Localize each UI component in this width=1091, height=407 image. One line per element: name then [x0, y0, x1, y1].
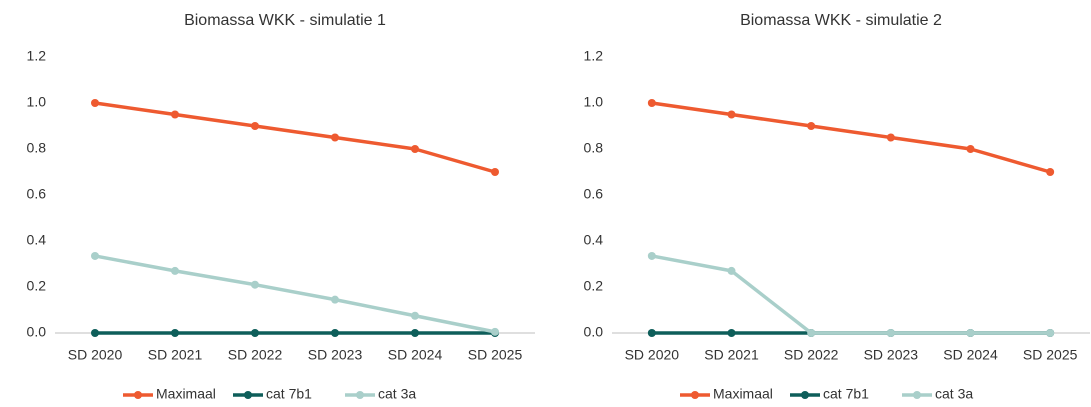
marker [727, 266, 736, 275]
legend-label: cat 7b1 [823, 386, 869, 402]
x-tick-label: SD 2021 [148, 347, 203, 363]
x-tick-label: SD 2023 [308, 347, 363, 363]
legend-marker [691, 391, 699, 399]
marker [886, 133, 895, 142]
marker [647, 251, 656, 260]
y-tick-label: 0.6 [27, 186, 47, 202]
marker [807, 329, 816, 337]
y-tick-label: 0.8 [584, 140, 604, 156]
x-tick-label: SD 2025 [468, 347, 523, 363]
marker [411, 145, 419, 153]
y-tick-label: 1.2 [584, 48, 604, 64]
legend-label: Maximaal [713, 386, 773, 402]
legend-marker [913, 391, 921, 399]
marker [491, 327, 499, 336]
marker [807, 122, 816, 130]
marker [91, 99, 99, 107]
x-tick-label: SD 2021 [704, 347, 759, 363]
x-tick-label: SD 2025 [1023, 347, 1078, 363]
line [651, 254, 1051, 335]
x-tick-label: SD 2020 [68, 347, 123, 363]
y-tick-label: 0.8 [27, 140, 47, 156]
marker [331, 295, 339, 304]
legend-marker [134, 391, 142, 399]
line [94, 101, 496, 174]
x-tick-label: SD 2022 [784, 347, 839, 363]
y-tick-label: 0.4 [27, 232, 47, 248]
legend-label: cat 3a [935, 386, 973, 402]
marker [966, 145, 975, 153]
marker [171, 266, 179, 275]
marker [171, 110, 179, 119]
x-tick-label: SD 2024 [943, 347, 998, 363]
y-tick-label: 0.0 [27, 324, 47, 340]
y-tick-label: 0.2 [27, 278, 47, 294]
marker [251, 280, 259, 289]
marker [91, 251, 99, 260]
chart-title: Biomassa WKK - simulatie 2 [740, 12, 942, 29]
marker [411, 311, 419, 320]
y-tick-label: 0.0 [584, 324, 604, 340]
x-tick-label: SD 2023 [864, 347, 919, 363]
marker [411, 329, 419, 337]
marker [491, 168, 499, 176]
marker [727, 329, 736, 337]
marker [1046, 329, 1055, 337]
y-tick-label: 1.0 [584, 94, 604, 110]
chart-title: Biomassa WKK - simulatie 1 [184, 12, 386, 29]
y-tick-label: 1.0 [27, 94, 47, 110]
marker [251, 329, 259, 337]
marker [647, 99, 656, 107]
legend-marker [801, 391, 809, 399]
marker [331, 329, 339, 337]
marker [331, 133, 339, 142]
marker [251, 122, 259, 130]
line [94, 254, 496, 334]
marker [91, 329, 99, 337]
x-tick-label: SD 2020 [625, 347, 680, 363]
line [651, 101, 1051, 174]
y-tick-label: 0.6 [584, 186, 604, 202]
y-tick-label: 0.2 [584, 278, 604, 294]
legend-label: cat 7b1 [266, 386, 312, 402]
marker [886, 329, 895, 337]
x-tick-label: SD 2022 [228, 347, 283, 363]
legend-label: cat 3a [378, 386, 416, 402]
marker [171, 329, 179, 337]
marker [727, 110, 736, 119]
legend-label: Maximaal [156, 386, 216, 402]
marker [966, 329, 975, 337]
y-tick-label: 1.2 [27, 48, 47, 64]
legend-marker [244, 391, 252, 399]
marker [1046, 168, 1055, 176]
y-tick-label: 0.4 [584, 232, 604, 248]
x-tick-label: SD 2024 [388, 347, 443, 363]
legend-marker [356, 391, 364, 399]
marker [647, 329, 656, 337]
